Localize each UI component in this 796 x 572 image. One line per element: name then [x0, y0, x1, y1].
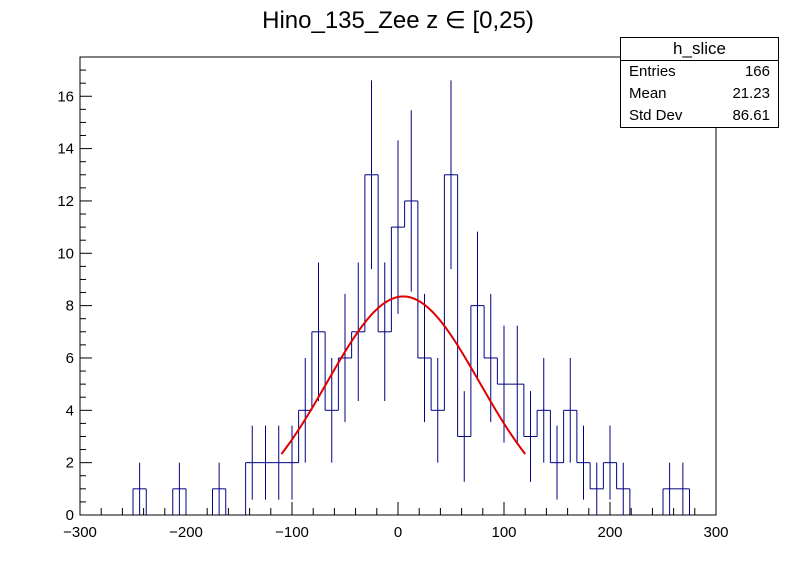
- y-tick-label: 16: [57, 88, 74, 105]
- stats-row-entries: Entries 166: [621, 61, 778, 83]
- stats-value-stddev: 86.61: [732, 107, 770, 124]
- chart-title: Hino_135_Zee z ∈ [0,25): [262, 7, 534, 34]
- stats-value-mean: 21.23: [732, 85, 770, 102]
- stats-name: h_slice: [621, 38, 778, 61]
- x-tick-label: 100: [491, 524, 516, 541]
- y-tick-label: 2: [66, 455, 74, 472]
- x-tick-label: 0: [394, 524, 402, 541]
- y-tick-label: 0: [66, 507, 74, 524]
- x-tick-label: 300: [703, 524, 728, 541]
- x-tick-label: −100: [275, 524, 309, 541]
- stats-label-mean: Mean: [629, 85, 667, 102]
- stats-box: h_slice Entries 166 Mean 21.23 Std Dev 8…: [620, 37, 779, 128]
- stats-label-entries: Entries: [629, 63, 676, 80]
- stats-label-stddev: Std Dev: [629, 107, 683, 124]
- x-tick-label: 200: [597, 524, 622, 541]
- stats-value-entries: 166: [744, 63, 770, 80]
- x-tick-label: −200: [169, 524, 203, 541]
- stats-row-mean: Mean 21.23: [621, 83, 778, 105]
- y-tick-label: 4: [66, 402, 74, 419]
- y-tick-label: 12: [57, 193, 74, 210]
- y-tick-label: 8: [66, 298, 74, 315]
- y-tick-label: 14: [57, 141, 74, 158]
- x-tick-label: −300: [63, 524, 97, 541]
- y-tick-label: 10: [57, 245, 74, 262]
- gaussian-fit-curve: [280, 295, 526, 455]
- stats-row-stddev: Std Dev 86.61: [621, 105, 778, 127]
- y-tick-label: 6: [66, 350, 74, 367]
